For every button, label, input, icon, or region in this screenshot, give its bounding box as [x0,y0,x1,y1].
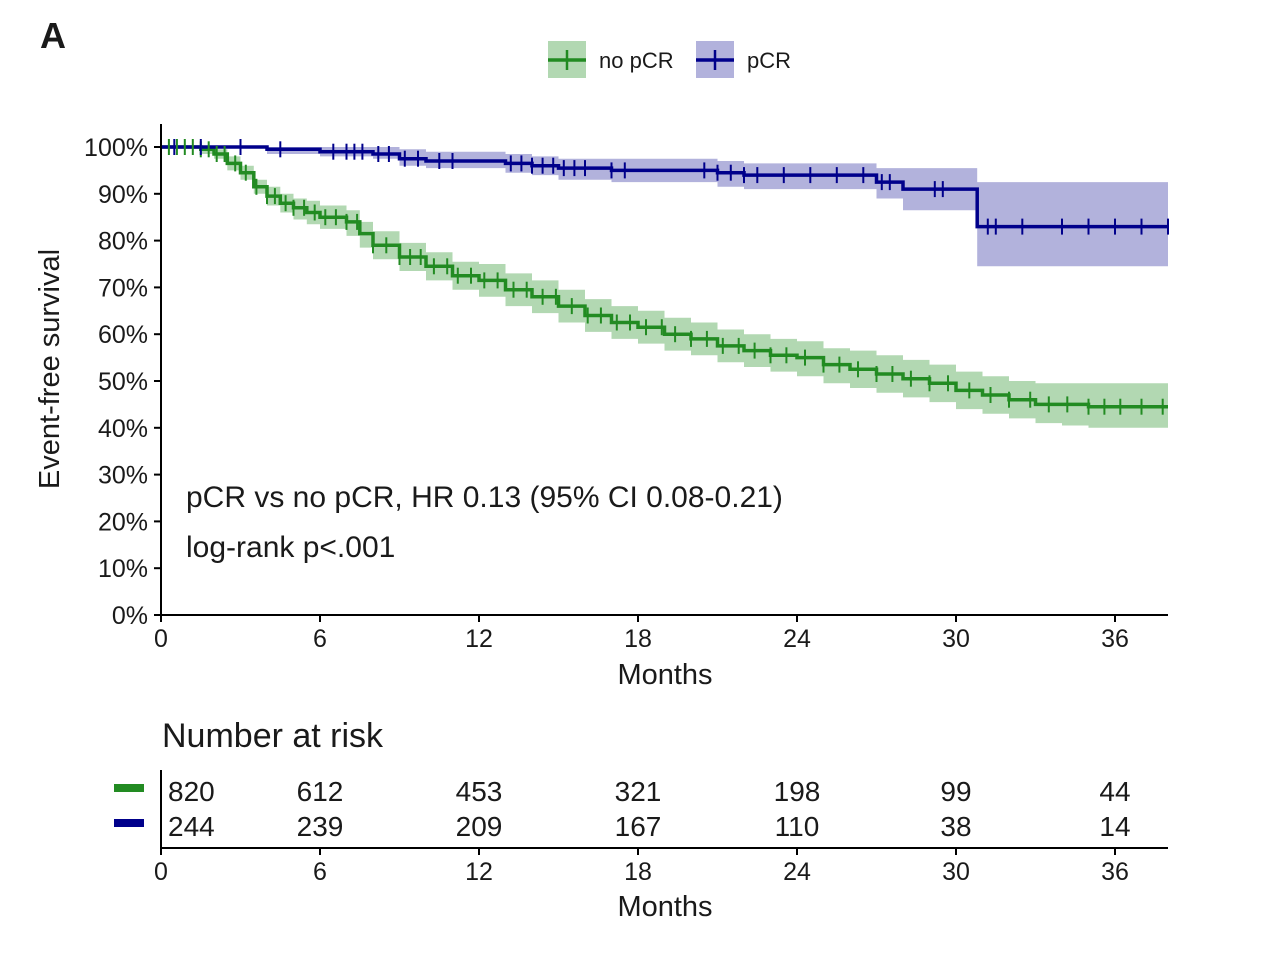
y-axis-label: Event-free survival [34,249,66,489]
y-tick-label: 20% [98,508,148,536]
risk-x-tick-label: 12 [465,858,493,886]
legend-label-pcr: pCR [747,48,791,73]
hazard-ratio-annotation: pCR vs no pCR, HR 0.13 (95% CI 0.08-0.21… [186,481,783,514]
logrank-annotation: log-rank p<.001 [186,531,395,564]
risk-count-pcr: 244 [168,811,215,842]
risk-count-no-pcr: 198 [774,776,821,807]
x-tick-label: 36 [1101,625,1129,653]
panel-label: A [40,15,66,56]
risk-key-pcr [114,819,144,827]
risk-count-no-pcr: 612 [297,776,344,807]
y-tick-label: 70% [98,274,148,302]
curve-pcr [161,145,1168,229]
confidence-bands [161,147,1168,428]
risk-x-tick-label: 18 [624,858,652,886]
risk-x-tick-label: 6 [313,858,327,886]
risk-table-x-ticks: 0 6 12 18 24 30 36 [154,848,1129,886]
x-tick-label: 0 [154,625,168,653]
legend-label-no-pcr: no pCR [599,48,674,73]
risk-count-pcr: 239 [297,811,344,842]
risk-key-no-pcr [114,784,144,792]
y-tick-label: 10% [98,555,148,583]
y-tick-label: 90% [98,181,148,209]
risk-x-tick-label: 24 [783,858,811,886]
ci-band-pcr [161,147,1168,267]
censor-marks [167,139,1169,415]
risk-table-x-axis-label: Months [617,891,712,923]
risk-table-cells: 820 612 453 321 198 99 44 244 239 209 167 110 38 14 [168,776,1131,842]
legend: no pCR pCR [548,41,791,78]
x-tick-label: 24 [783,625,811,653]
risk-table-title: Number at risk [162,717,384,755]
y-tick-label: 100% [84,134,148,162]
risk-count-no-pcr: 820 [168,776,215,807]
risk-count-no-pcr: 321 [615,776,662,807]
x-tick-label: 6 [313,625,327,653]
y-tick-label: 40% [98,415,148,443]
y-tick-label: 60% [98,321,148,349]
risk-count-no-pcr: 44 [1099,776,1130,807]
risk-count-no-pcr: 453 [456,776,503,807]
risk-count-pcr: 14 [1099,811,1130,842]
risk-x-tick-label: 30 [942,858,970,886]
y-tick-label: 50% [98,368,148,396]
y-tick-label: 0% [112,602,148,630]
x-tick-label: 18 [624,625,652,653]
y-tick-label: 30% [98,462,148,490]
x-ticks: 0 6 12 18 24 30 36 [154,615,1129,653]
x-tick-label: 12 [465,625,493,653]
risk-count-pcr: 38 [940,811,971,842]
risk-count-pcr: 167 [615,811,662,842]
risk-x-tick-label: 0 [154,858,168,886]
risk-count-pcr: 209 [456,811,503,842]
x-axis-label: Months [617,659,712,691]
risk-count-no-pcr: 99 [940,776,971,807]
axes [160,124,1168,616]
risk-count-pcr: 110 [775,811,820,842]
risk-x-tick-label: 36 [1101,858,1129,886]
y-tick-label: 80% [98,228,148,256]
x-tick-label: 30 [942,625,970,653]
y-ticks: 0% 10% 20% 30% 40% 50% 60% 70% 80% 90% 100% [84,134,161,630]
